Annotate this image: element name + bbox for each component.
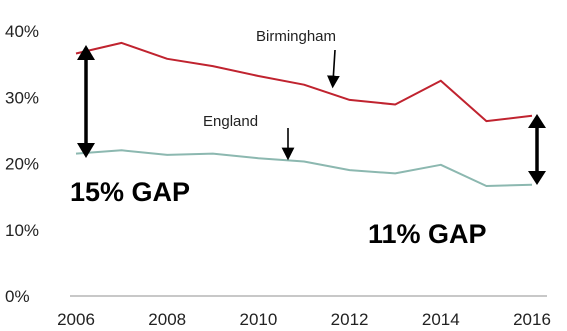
gap-end-label: 11% GAP bbox=[368, 219, 487, 249]
series-line-birmingham bbox=[75, 41, 533, 123]
x-tick-label: 2014 bbox=[422, 310, 460, 329]
series-line-england bbox=[75, 149, 533, 187]
y-tick-label: 10% bbox=[5, 221, 39, 240]
y-tick-label: 20% bbox=[5, 155, 39, 174]
y-tick-label: 0% bbox=[5, 287, 30, 306]
series-label-birmingham: Birmingham bbox=[256, 28, 336, 45]
y-tick-label: 30% bbox=[5, 88, 39, 107]
x-tick-label: 2016 bbox=[513, 310, 551, 329]
x-tick-label: 2008 bbox=[148, 310, 186, 329]
gap-start-label: 15% GAP bbox=[70, 177, 190, 207]
birmingham-pointer-arrow bbox=[327, 49, 340, 89]
x-tick-label: 2012 bbox=[331, 310, 369, 329]
y-tick-label: 40% bbox=[5, 22, 39, 41]
y-axis-ticks: 0% 10% 20% 30% 40% bbox=[5, 22, 39, 306]
x-tick-label: 2010 bbox=[239, 310, 277, 329]
gap-end-double-arrow bbox=[528, 114, 546, 185]
x-tick-label: 2006 bbox=[57, 310, 95, 329]
series-label-england: England bbox=[203, 113, 258, 130]
gap-start-double-arrow bbox=[77, 45, 95, 158]
series-lines bbox=[75, 41, 533, 187]
x-axis-ticks: 2006 2008 2010 2012 2014 2016 bbox=[57, 310, 551, 329]
